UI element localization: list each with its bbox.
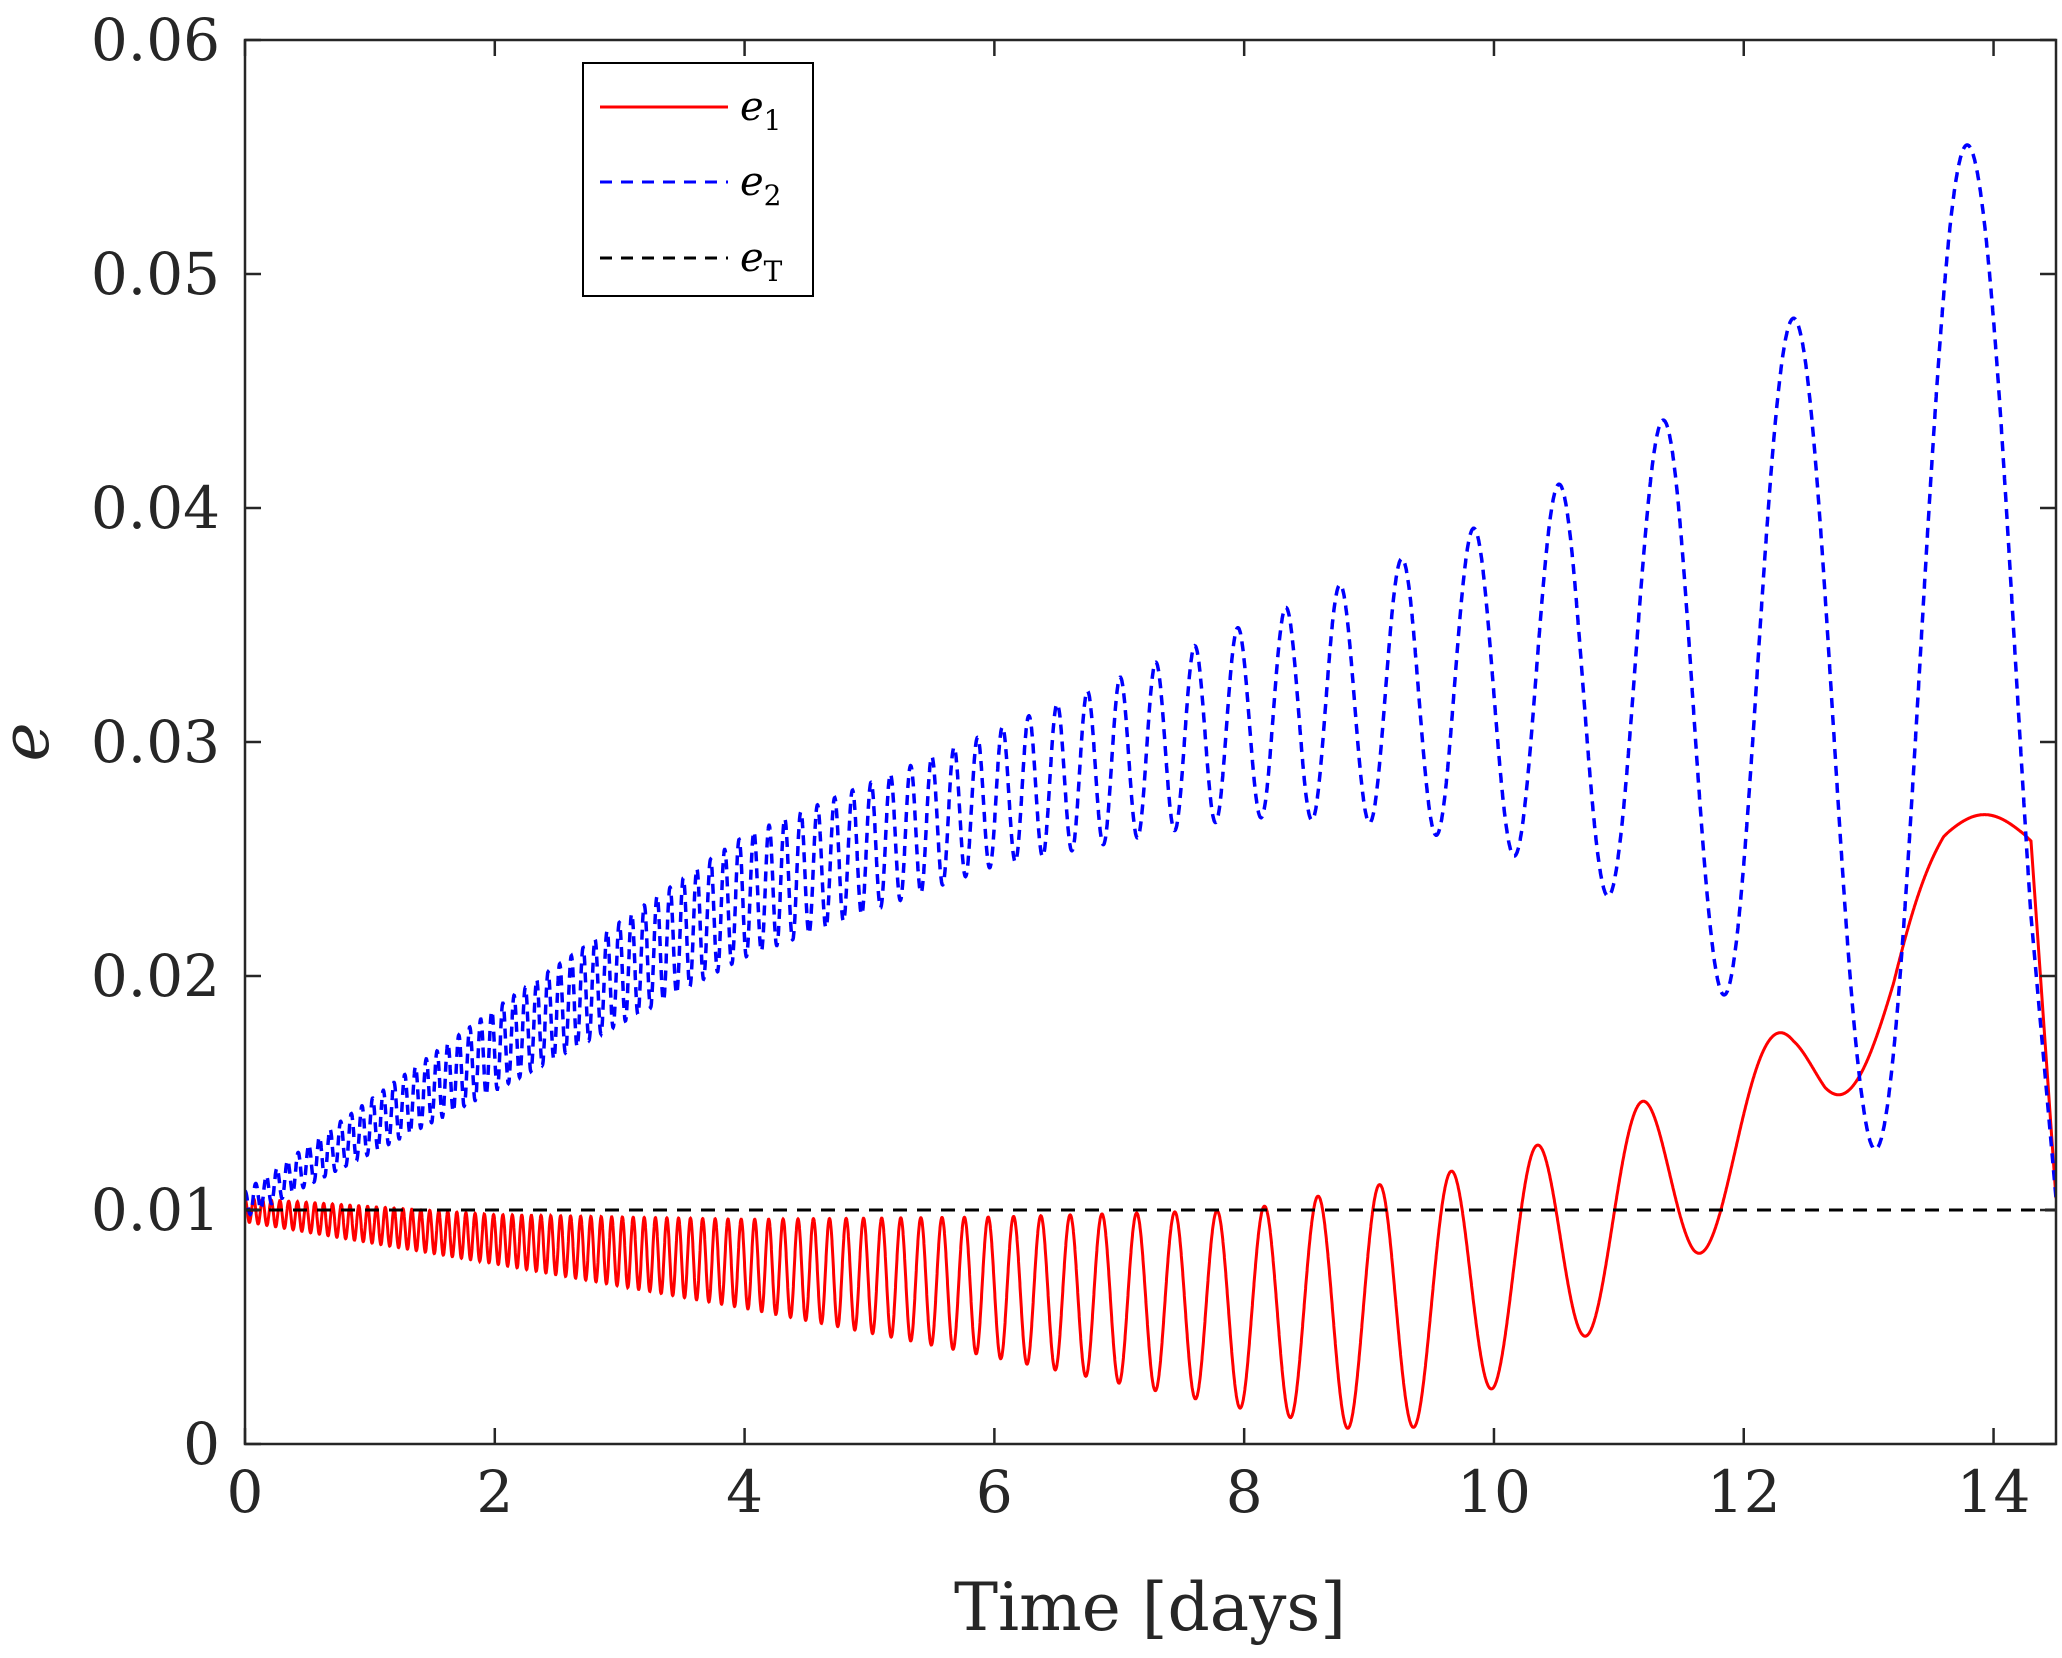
legend-label-e2: e2 [740, 159, 782, 212]
x-tick-label: 2 [476, 1458, 513, 1526]
x-tick-label: 6 [976, 1458, 1013, 1526]
legend: e1 e2 eT [582, 62, 814, 297]
legend-subscript-e1: 1 [764, 104, 782, 137]
x-tick-label: 4 [726, 1458, 763, 1526]
y-tick-label: 0.03 [91, 708, 220, 776]
y-tick-label: 0.05 [91, 240, 220, 308]
x-tick-label: 14 [1957, 1458, 2031, 1526]
legend-subscript-e2: 2 [764, 179, 782, 212]
x-tick-label: 8 [1226, 1458, 1263, 1526]
legend-label-eT: eT [740, 235, 783, 288]
y-tick-label: 0.01 [91, 1176, 220, 1244]
legend-symbol-eT: e [740, 235, 764, 281]
y-tick-label: 0.04 [91, 474, 220, 542]
legend-symbol-e1: e [740, 84, 764, 130]
y-tick-label: 0.06 [91, 6, 220, 74]
plot-area [245, 40, 2056, 1444]
series-line-e2 [245, 143, 2056, 1217]
legend-symbol-e2: e [740, 159, 764, 205]
x-tick-label: 10 [1457, 1458, 1531, 1526]
y-tick-label: 0 [183, 1410, 220, 1478]
x-axis-title: Time [days] [954, 1569, 1346, 1646]
series-line-e1 [245, 813, 2056, 1430]
legend-label-e1: e1 [740, 84, 782, 137]
legend-subscript-eT: T [764, 255, 783, 288]
x-tick-label: 12 [1707, 1458, 1781, 1526]
y-tick-label: 0.02 [91, 942, 220, 1010]
y-axis-title: e [0, 722, 64, 761]
x-tick-label: 0 [227, 1458, 264, 1526]
